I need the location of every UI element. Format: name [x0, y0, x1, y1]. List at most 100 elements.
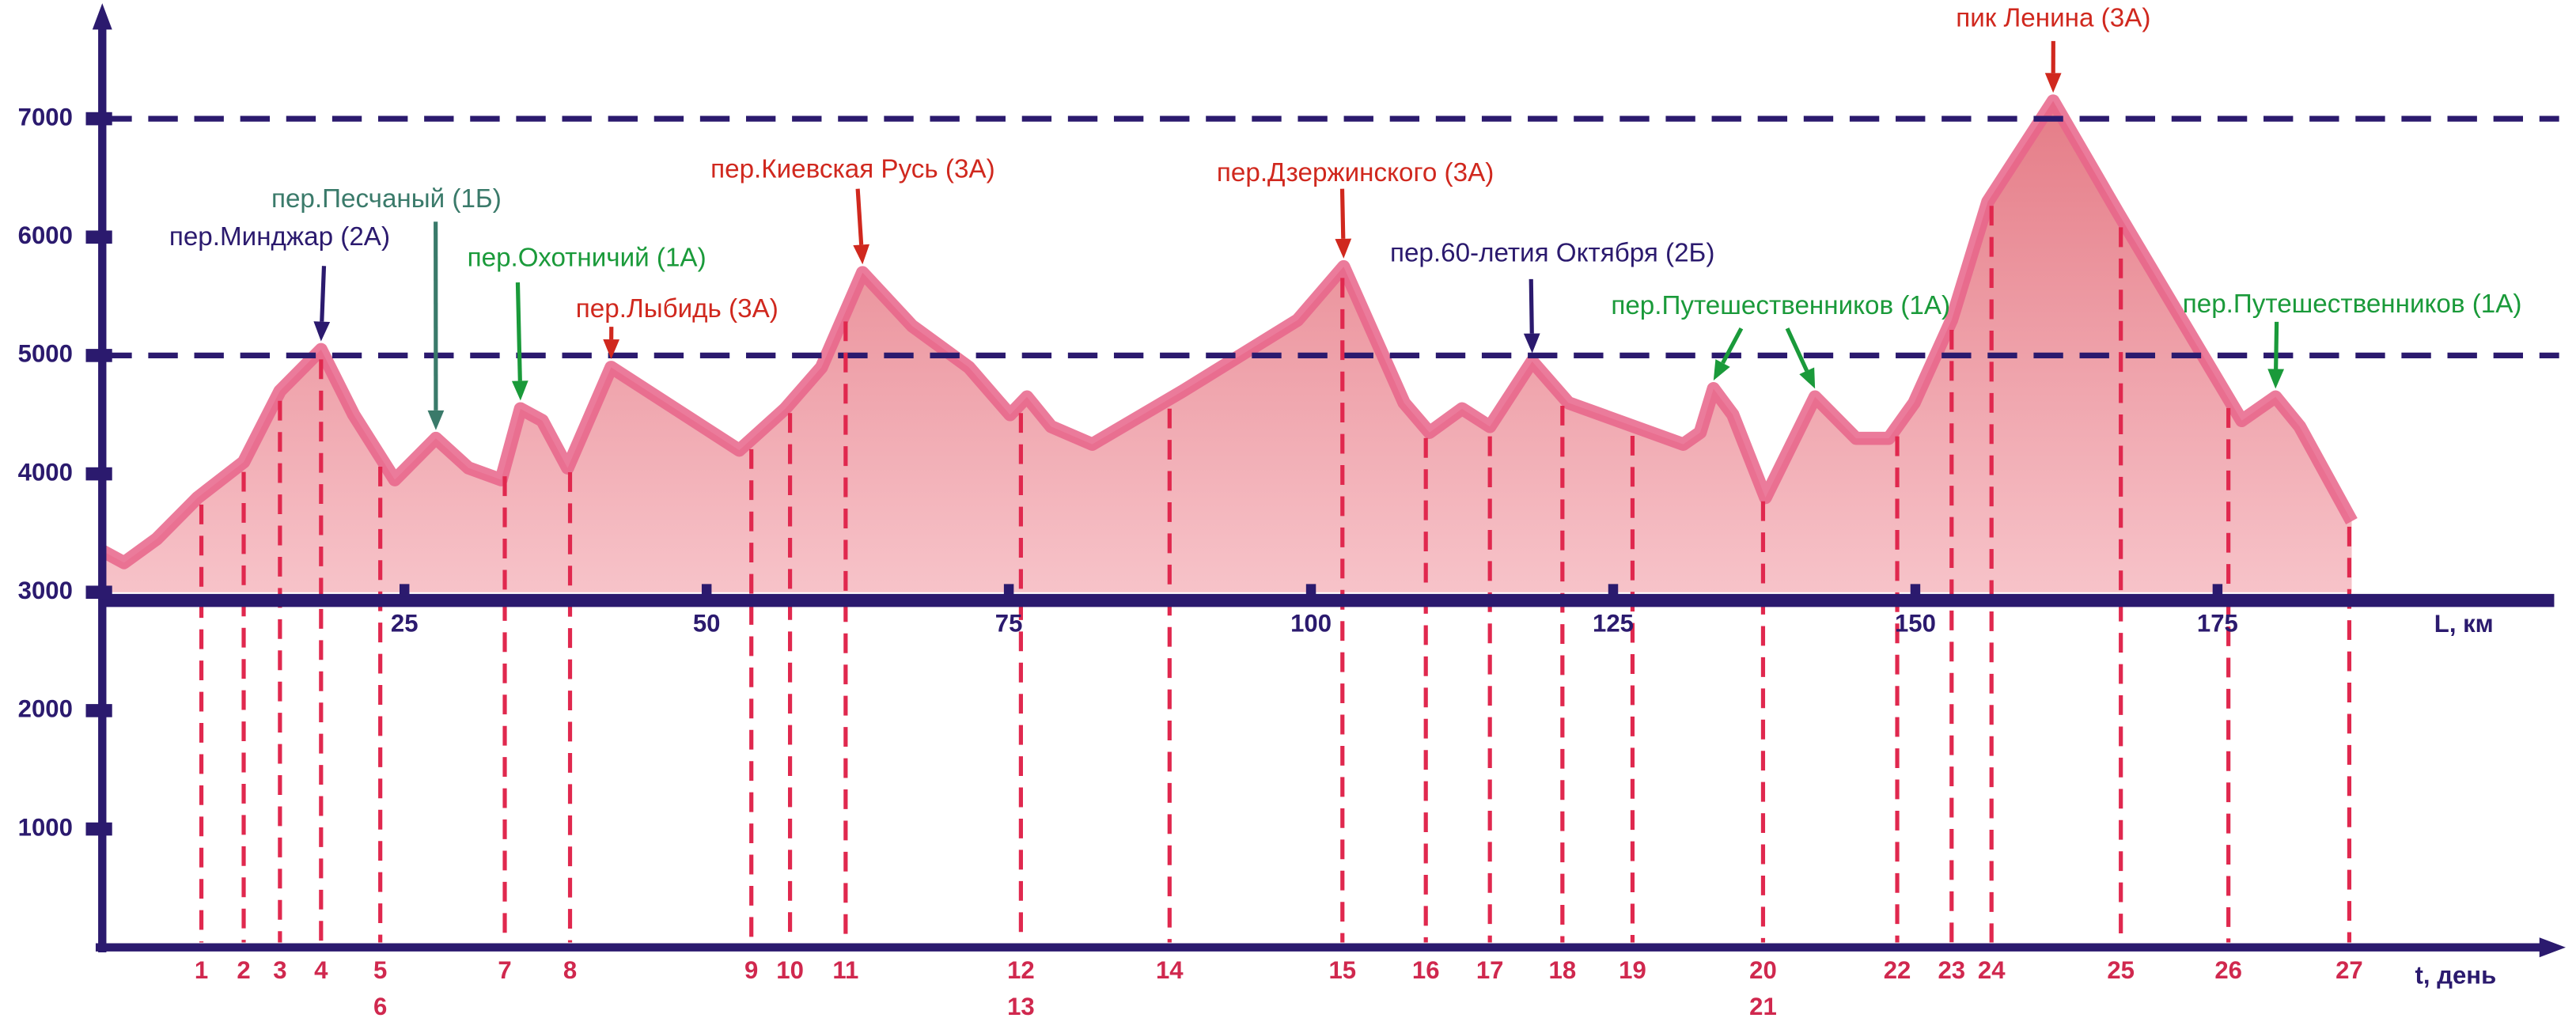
day-label: 4 — [314, 956, 328, 984]
annotation-arrow — [603, 327, 620, 359]
area-layer — [99, 94, 2559, 592]
day-label: 13 — [1007, 993, 1035, 1018]
t-axis-arrow — [2539, 937, 2566, 958]
axes-layer: L, км t, день 25 50 75 100 125 150 17510002000… — [18, 3, 2566, 989]
y-tick — [85, 230, 112, 244]
day-label: 12 — [1007, 956, 1035, 984]
day-label: 16 — [1412, 956, 1440, 984]
y-tick — [85, 349, 112, 362]
arrow-head — [2044, 73, 2062, 93]
day-label: 26 — [2214, 956, 2242, 984]
y-tick — [85, 822, 112, 836]
annotation-label: пер.Лыбидь (3А) — [576, 294, 778, 324]
x-tick-label: 75 — [995, 609, 1023, 637]
annotation-arrow — [853, 188, 870, 265]
x-tick-label: 25 — [391, 609, 419, 637]
x-tick-label: 175 — [2197, 609, 2238, 637]
x-tick-label: 100 — [1290, 609, 1332, 637]
x-axis-label: L, км — [2434, 610, 2494, 638]
elevation-line — [99, 94, 2358, 570]
annotation-label: пер.Путешественников (1А) — [2183, 290, 2522, 319]
annotation-label: пер.Минджар (2А) — [169, 222, 390, 252]
arrow-shaft — [2274, 321, 2279, 369]
annotation-arrow — [1713, 327, 1744, 380]
annotation-arrow — [1335, 188, 1352, 259]
x-tick-label: 125 — [1593, 609, 1634, 637]
day-label: 14 — [1156, 956, 1184, 984]
day-label: 7 — [498, 956, 511, 984]
annotation-label: пер.Охотничий (1А) — [468, 244, 707, 273]
annotation-label: пик Ленина (3А) — [1956, 4, 2150, 33]
annotation-layer: пер.Минджар (2А) пер.Песчаный (1Б) пер.Охо… — [169, 4, 2522, 430]
day-label: 8 — [563, 956, 577, 984]
x-tick — [1608, 584, 1619, 597]
day-label: 10 — [776, 956, 804, 984]
arrow-head — [853, 244, 870, 265]
annotation-arrow — [1785, 327, 1816, 389]
x-tick-label: 150 — [1895, 609, 1936, 637]
y-tick — [85, 704, 112, 717]
arrow-shaft — [1785, 327, 1809, 372]
day-label: 1 — [195, 956, 208, 984]
day-label: 22 — [1884, 956, 1911, 984]
arrow-head — [603, 339, 620, 359]
y-tick-label: 6000 — [18, 221, 73, 249]
y-tick-label: 4000 — [18, 458, 73, 486]
y-tick-label: 2000 — [18, 695, 73, 723]
x-tick — [1910, 584, 1921, 597]
arrow-head — [313, 321, 331, 342]
annotation-arrow — [1523, 278, 1540, 354]
arrow-shaft — [515, 282, 522, 381]
y-tick-label: 1000 — [18, 813, 73, 841]
t-axis-label: t, день — [2415, 961, 2497, 989]
x-tick — [1003, 584, 1014, 597]
y-tick-label: 7000 — [18, 103, 73, 131]
arrow-head — [2267, 369, 2285, 389]
x-tick-label: 50 — [693, 609, 721, 637]
annotation-label: пер.Киевская Русь (3А) — [710, 155, 995, 184]
day-label: 23 — [1938, 956, 1965, 984]
arrow-head — [427, 410, 445, 430]
annotation-label: пер.Путешественников (1А) — [1611, 291, 1950, 320]
x-tick — [1305, 584, 1316, 597]
day-label: 20 — [1749, 956, 1777, 984]
day-label: 9 — [744, 956, 758, 984]
y-tick — [85, 112, 112, 126]
day-label: 19 — [1619, 956, 1646, 984]
day-label: 2 — [237, 956, 250, 984]
arrow-shaft — [1721, 327, 1744, 365]
annotation-arrow — [2044, 40, 2062, 93]
annotation-label: пер.Песчаный (1Б) — [271, 184, 502, 214]
annotation-label: пер.60-летия Октября (2Б) — [1390, 239, 1714, 268]
day-label: 25 — [2107, 956, 2135, 984]
elevation-area — [102, 100, 2352, 592]
y-axis-arrow — [92, 3, 112, 30]
arrow-shaft — [855, 188, 864, 245]
day-label: 3 — [273, 956, 286, 984]
annotation-arrow — [313, 266, 331, 342]
arrow-shaft — [320, 266, 327, 322]
arrow-head — [1799, 367, 1816, 389]
x-tick — [701, 584, 712, 597]
y-tick — [85, 585, 112, 600]
annotation-arrow — [427, 221, 445, 430]
arrow-head — [1713, 359, 1730, 380]
x-tick — [399, 584, 410, 597]
y-tick-label: 3000 — [18, 577, 73, 604]
annotation-label: пер.Дзержинского (3А) — [1217, 158, 1494, 187]
y-tick-label: 5000 — [18, 340, 73, 368]
day-label: 27 — [2335, 956, 2363, 984]
arrow-head — [1335, 238, 1352, 259]
day-label: 24 — [1978, 956, 2006, 984]
annotation-arrow — [2267, 321, 2285, 389]
day-label: 5 — [373, 956, 387, 984]
day-label: 15 — [1328, 956, 1356, 984]
day-label: 17 — [1476, 956, 1504, 984]
day-label: 18 — [1549, 956, 1577, 984]
x-tick — [2212, 584, 2223, 597]
day-label: 6 — [373, 993, 387, 1018]
day-label: 11 — [832, 956, 858, 984]
arrow-head — [1523, 333, 1540, 354]
